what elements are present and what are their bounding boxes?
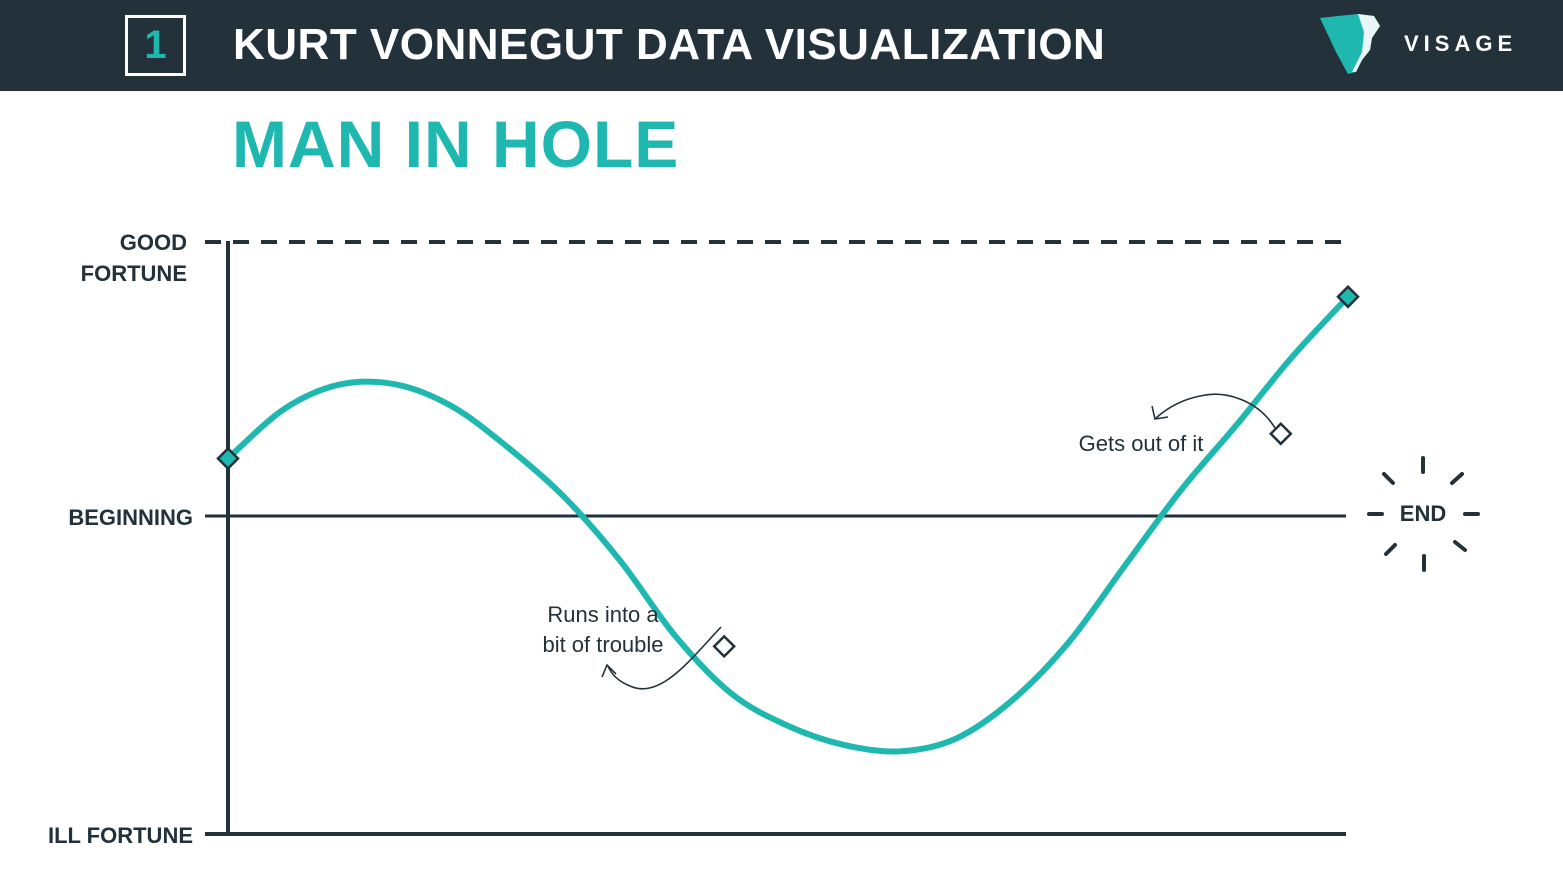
chart-title: MAN IN HOLE — [232, 107, 680, 181]
y-label-good-line2: FORTUNE — [81, 261, 187, 286]
visage-logo-icon — [1320, 14, 1380, 74]
header-bar: 1 KURT VONNEGUT DATA VISUALIZATION VISAG… — [0, 0, 1563, 91]
diamond-marker-3 — [1269, 422, 1293, 446]
annotation-arrow-escape — [1155, 393, 1276, 429]
end-label: END — [1400, 501, 1446, 526]
diamond-marker-4 — [1336, 285, 1360, 309]
y-label-beginning: BEGINNING — [68, 505, 193, 530]
brand-name: VISAGE — [1404, 31, 1518, 56]
annotation-escape-line1: Gets out of it — [1079, 431, 1204, 456]
y-label-ill-fortune: ILL FORTUNE — [48, 823, 193, 848]
annotation-arrow-trouble — [607, 626, 722, 690]
annotation-arrowhead-trouble — [601, 663, 617, 678]
annotation-trouble-line1: Runs into a — [547, 602, 659, 627]
section-number-badge: 1 — [125, 15, 186, 76]
annotation-trouble-line2: bit of trouble — [542, 632, 663, 657]
header-title: KURT VONNEGUT DATA VISUALIZATION — [233, 20, 1106, 69]
diamond-marker-2 — [712, 634, 736, 659]
annotation-arrowhead-escape — [1151, 405, 1169, 420]
curve-markers — [216, 285, 1360, 659]
y-label-good-line1: GOOD — [120, 230, 187, 255]
fortune-curve — [225, 293, 1351, 755]
end-burst-icon — [1367, 456, 1480, 572]
diamond-marker-1 — [216, 446, 240, 471]
